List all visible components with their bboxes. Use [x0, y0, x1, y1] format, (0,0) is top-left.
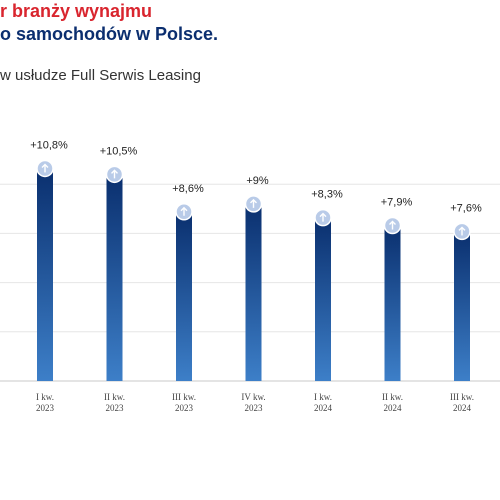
- bar: [384, 225, 401, 381]
- arrow-up-icon: [105, 165, 124, 184]
- chart-subtitle: w usłudze Full Serwis Leasing: [0, 67, 201, 84]
- data-label: +10,8%: [30, 139, 68, 151]
- arrow-up-icon: [383, 216, 402, 235]
- category-label: III kw. 2024: [450, 392, 474, 413]
- category-label: IV kw. 2023: [241, 392, 265, 413]
- data-label: +7,6%: [450, 202, 482, 214]
- data-label: +8,6%: [172, 183, 204, 195]
- bar: [454, 231, 470, 381]
- data-label: +10,5%: [100, 145, 138, 157]
- data-label: +7,9%: [381, 197, 413, 209]
- chart-bars: +10,8% I kw. 2023 +10,5% II kw. 2023 +8,6% III …: [30, 139, 482, 413]
- bar: [245, 203, 262, 381]
- chart-title-line-2: o samochodów w Polsce.: [0, 24, 219, 44]
- bar: [315, 217, 331, 381]
- data-label: +9%: [246, 175, 269, 187]
- arrow-up-icon: [175, 203, 193, 221]
- arrow-up-icon: [244, 195, 263, 213]
- bar: [176, 211, 192, 381]
- bar: [106, 174, 123, 381]
- data-label: +8,3%: [311, 189, 343, 201]
- category-label: I kw. 2024: [314, 392, 333, 413]
- category-label: II kw. 2024: [382, 392, 403, 413]
- category-label: I kw. 2023: [36, 392, 55, 413]
- arrow-up-icon: [314, 208, 332, 227]
- category-label: II kw. 2023: [104, 392, 125, 413]
- arrow-up-icon: [36, 159, 54, 178]
- arrow-up-icon: [453, 222, 471, 241]
- category-label: III kw. 2023: [172, 392, 196, 413]
- chart-title-line-1: r branży wynajmu: [0, 1, 153, 21]
- bar: [37, 168, 53, 381]
